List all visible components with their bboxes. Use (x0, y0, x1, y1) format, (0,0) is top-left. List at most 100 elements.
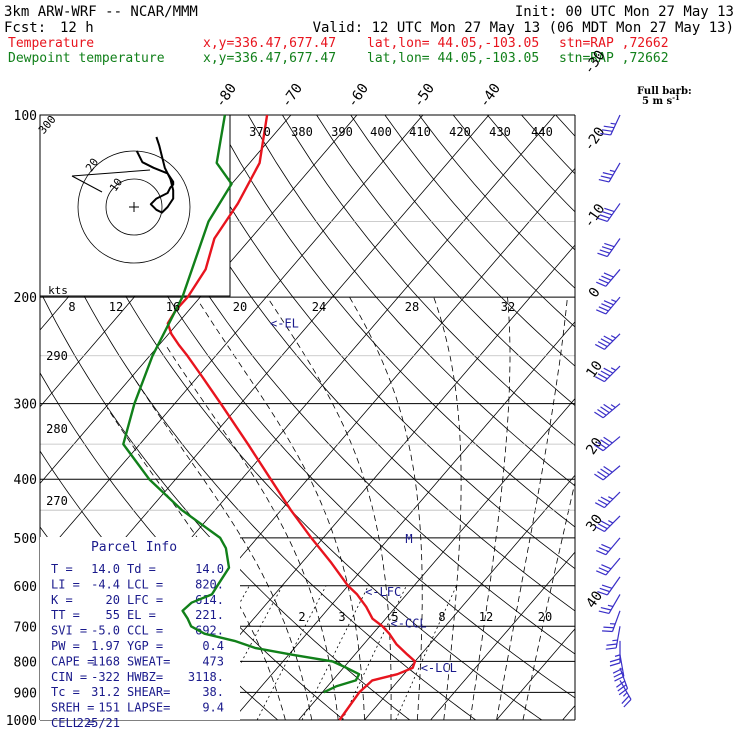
wind-barb (609, 640, 621, 667)
legend-dew-latlon: lat,lon= 44.05,-103.05 (367, 51, 539, 66)
wind-barb-flag (601, 211, 613, 216)
theta-label: 430 (489, 125, 511, 139)
wind-barb-staff (606, 576, 621, 596)
parcel-value: 14.0 (91, 562, 120, 576)
parcel-key: EL = (127, 608, 156, 622)
level-marker: <-LFC (365, 585, 401, 599)
wind-barb-flag (597, 499, 608, 506)
moist-adiabat-line (106, 407, 286, 720)
parcel-key: LFC = (127, 593, 163, 607)
isotherm-line (298, 397, 575, 720)
parcel-value: 20 (106, 593, 120, 607)
wind-barb-flag (597, 523, 608, 530)
wind-barb-flag (596, 309, 607, 315)
wind-barb-flag (602, 172, 614, 176)
wind-barb-flag (597, 373, 608, 380)
wind-barb-flag (601, 246, 613, 251)
mixing-ratio-label: 3 (338, 610, 345, 624)
parcel-value: 31.2 (91, 685, 120, 699)
wind-barb-flag (609, 169, 616, 173)
mixing-ratio-line (342, 585, 407, 720)
theta-label: 270 (46, 494, 68, 508)
parcel-key: SHEAR= (127, 685, 170, 699)
wind-barb-flag (618, 688, 628, 696)
wind-barb (616, 667, 629, 696)
wind-barb-flag (604, 242, 615, 248)
theta-label: 280 (46, 422, 68, 436)
parcel-key: Td = (127, 562, 156, 576)
wind-barb-staff (610, 114, 621, 136)
parcel-value: -322 (91, 670, 120, 684)
wind-barb-flag (614, 675, 625, 682)
parcel-value: 55 (106, 608, 120, 622)
hodograph-ring-label: 20 (83, 156, 101, 174)
mixing-ratio-label: 8 (438, 610, 445, 624)
isobars: 100 200 300 400 500 600 700 800 900 1000 (6, 109, 576, 729)
wind-barb-flag (594, 444, 604, 452)
wind-barb-flag (601, 275, 612, 281)
level-marker: <-LCL (421, 661, 457, 675)
legend-temp-stn: stn=RAP ,72662 (559, 36, 669, 51)
wind-barb-staff (605, 269, 621, 287)
dry-adiabat-line (179, 115, 575, 570)
wind-barb-staff (605, 537, 621, 556)
wind-barb-flag (596, 281, 607, 287)
pressure-label: 300 (14, 398, 37, 413)
wind-barb-flag (601, 303, 612, 309)
full-barb-value: 5 m s-1 (642, 93, 680, 107)
wind-barb-staff (605, 296, 621, 315)
wind-barb-flag (607, 604, 614, 608)
parcel-value: 820. (195, 577, 224, 591)
mixing-ratio-label: 12 (479, 610, 493, 624)
mixing-ratio-label: 20 (233, 300, 247, 314)
parcel-key: CAPE = (51, 654, 94, 668)
hodograph-ring (105, 178, 163, 236)
theta-label: 370 (249, 125, 271, 139)
wind-barb-flag (596, 550, 607, 556)
wind-barb-flag (594, 502, 605, 509)
mixing-ratio-label: 12 (109, 300, 123, 314)
mixing-ratio-line (395, 585, 457, 720)
legend-dew-xy: x,y=336.47,677.47 (203, 51, 336, 66)
wind-barb-flag (597, 217, 608, 222)
wind-barb (598, 162, 621, 183)
wind-barb-flag (594, 376, 605, 383)
wind-barb-flag (621, 695, 630, 704)
mixing-ratio-label: 28 (405, 300, 419, 314)
fcst-label: Fcst: (4, 20, 46, 36)
wind-barb-flag (601, 129, 613, 132)
parcel-value: 14.0 (195, 562, 224, 576)
moist-adiabat-line (496, 297, 568, 720)
hodograph-storm-vector (71, 169, 151, 177)
wind-barb-flag (601, 564, 612, 570)
theta-label: 390 (331, 125, 353, 139)
mean-marker: M (405, 532, 412, 546)
isotherm-label: -80 (212, 81, 240, 111)
theta-label: 440 (531, 125, 553, 139)
wind-barb-flag (610, 404, 616, 409)
wind-barb (596, 557, 621, 576)
hodograph-ring (77, 150, 191, 264)
mixing-ratio-label: 20 (538, 610, 552, 624)
wind-barb-flag (599, 249, 610, 254)
wind-barb-flag (608, 520, 614, 524)
isotherm-label: 10 (583, 358, 606, 381)
isotherm-label: 0 (586, 285, 604, 301)
wind-barb (597, 203, 621, 222)
wind-barb-staff (611, 610, 621, 632)
isotherm-label: -50 (410, 81, 438, 111)
parcel-info-title: Parcel Info (91, 540, 177, 555)
hodograph-units: kts (48, 284, 68, 297)
wind-barb-flag (605, 647, 617, 650)
wind-barb-staff (606, 203, 621, 222)
parcel-value: 692. (195, 624, 224, 638)
wind-barb-flag (610, 367, 617, 371)
theta-label: 400 (370, 125, 392, 139)
hodograph: 20 10 kts (39, 114, 231, 297)
mixing-ratio-label: 24 (312, 300, 326, 314)
isotherm-label: -70 (278, 81, 306, 111)
parcel-key: PW = (51, 639, 80, 653)
wind-barb-flag (609, 662, 621, 667)
wind-barb-flag (597, 252, 608, 258)
wind-barb-flag (598, 567, 609, 573)
